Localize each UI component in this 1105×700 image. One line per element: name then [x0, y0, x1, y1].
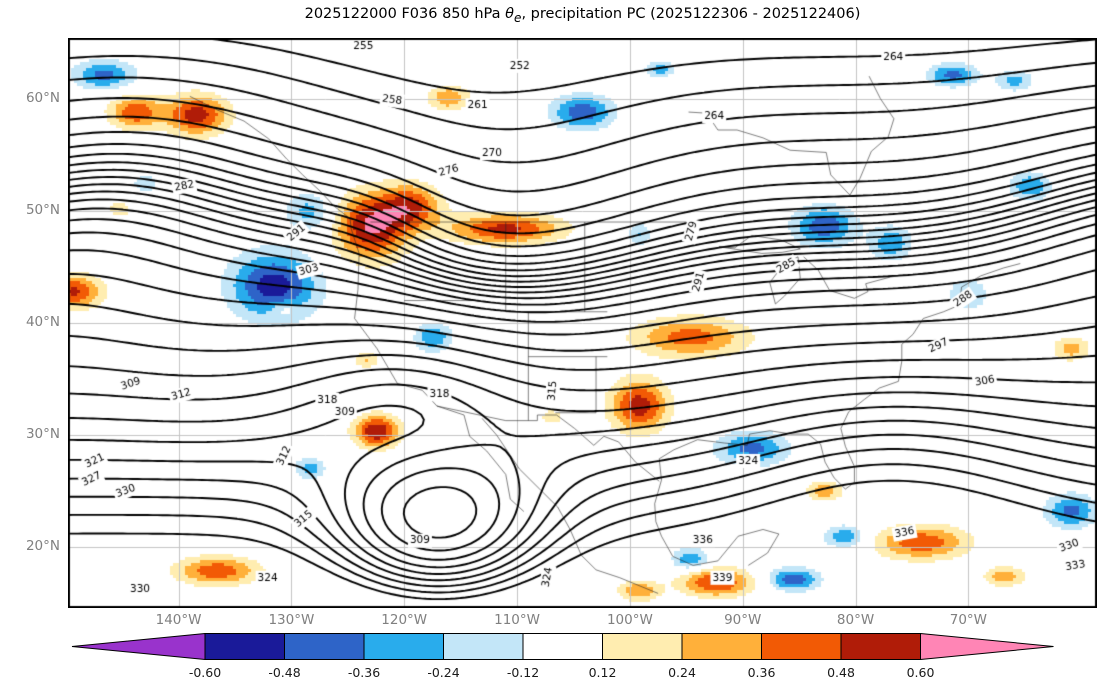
chart-title-suffix: , precipitation PC (2025122306 - 2025122…	[521, 6, 861, 22]
colorbar-segment	[443, 633, 524, 660]
colorbar-tick-label: 0.48	[827, 665, 855, 680]
y-tick-label: 60°N	[25, 89, 60, 106]
colorbar-tick-label: 0.12	[588, 665, 617, 680]
colorbar-segment	[522, 633, 603, 660]
colorbar	[71, 633, 1054, 660]
y-tick-label: 40°N	[25, 314, 60, 330]
colorbar-right-arrow	[920, 633, 1054, 660]
contour-map-canvas	[68, 38, 1097, 608]
theta-e-symbol: θe	[505, 6, 522, 25]
colorbar-tick-label: -0.36	[347, 665, 381, 680]
colorbar-tick-label: -0.12	[506, 665, 540, 680]
colorbar-segment	[840, 633, 921, 660]
colorbar-tick-label: 0.36	[747, 665, 776, 680]
colorbar-segment	[363, 633, 444, 660]
colorbar-tick-label: -0.24	[427, 665, 460, 680]
colorbar-left-arrow	[71, 633, 206, 660]
y-tick-label: 20°N	[25, 538, 60, 555]
colorbar-tick-label: -0.48	[268, 665, 301, 680]
x-tick-label: 130°W	[268, 612, 315, 628]
colorbar-segment	[204, 633, 285, 660]
colorbar-segment	[284, 633, 365, 660]
x-tick-label: 120°W	[381, 612, 428, 628]
colorbar-segment	[761, 633, 842, 660]
colorbar-tick-label: 0.24	[668, 665, 696, 680]
colorbar-tick-label: -0.60	[188, 665, 222, 680]
x-tick-label: 110°W	[494, 612, 540, 628]
y-tick-label: 30°N	[25, 426, 60, 443]
colorbar-segment	[681, 633, 762, 660]
y-tick-label: 50°N	[25, 201, 60, 218]
chart-title: 2025122000 F036 850 hPa θe, precipitatio…	[68, 6, 1097, 25]
x-tick-label: 70°W	[949, 612, 988, 628]
x-tick-label: 140°W	[155, 612, 202, 628]
x-tick-label: 90°W	[724, 612, 762, 628]
chart-title-prefix: 2025122000 F036 850 hPa	[304, 6, 506, 22]
x-tick-label: 100°W	[606, 612, 653, 628]
x-tick-label: 80°W	[836, 612, 875, 628]
colorbar-segment	[602, 633, 683, 660]
colorbar-tick-label: 0.60	[906, 665, 935, 680]
